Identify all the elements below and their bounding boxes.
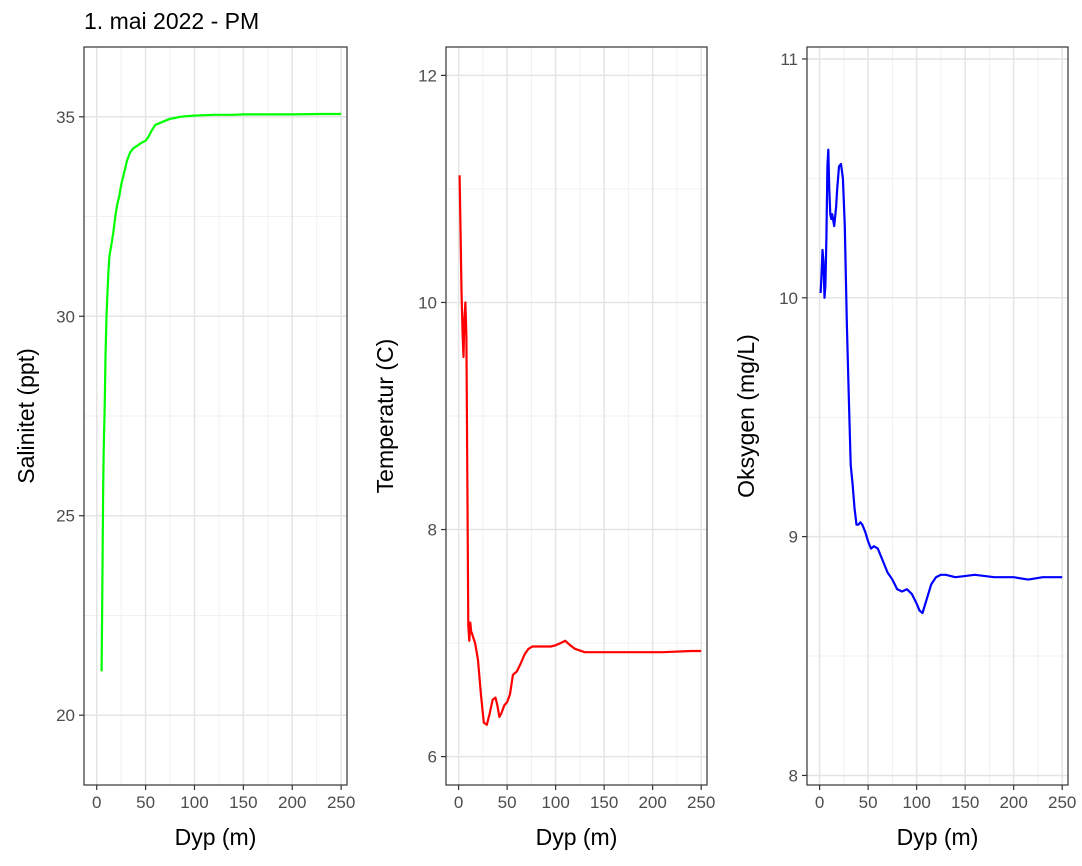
x-tick-label: 250	[687, 793, 715, 812]
y-axis-title: Oksygen (mg/L)	[733, 334, 759, 498]
series-line	[819, 148, 1063, 615]
y-tick-label: 30	[56, 307, 75, 326]
x-tick-label: 200	[999, 793, 1027, 812]
x-tick-label: 0	[454, 793, 463, 812]
x-tick-label: 50	[498, 793, 517, 812]
y-tick-label: 12	[418, 66, 437, 85]
x-tick-label: 150	[951, 793, 979, 812]
series-line	[458, 175, 702, 726]
x-tick-label: 150	[590, 793, 618, 812]
x-tick-label: 250	[1048, 793, 1076, 812]
x-tick-label: 200	[638, 793, 666, 812]
panel-3: 0 50 100 150 200 250 8 9 10 11 Dyp (m) Oksygen (mg/…	[733, 46, 1076, 850]
y-tick-label: 8	[789, 766, 798, 785]
x-tick-label: 250	[327, 793, 355, 812]
y-tick-label: 20	[56, 706, 75, 725]
x-tick-label: 0	[815, 793, 824, 812]
y-tick-label: 25	[56, 507, 75, 526]
y-tick-label: 11	[780, 50, 798, 69]
x-tick-label: 150	[229, 793, 257, 812]
panel-border	[83, 46, 348, 786]
x-tick-label: 0	[92, 793, 101, 812]
panel-border	[445, 46, 708, 786]
x-tick-label: 200	[278, 793, 306, 812]
x-axis-title: Dyp (m)	[175, 824, 257, 850]
x-tick-label: 100	[902, 793, 930, 812]
series-line	[100, 112, 342, 672]
y-axis-title: Salinitet (ppt)	[13, 348, 39, 484]
y-tick-label: 10	[418, 293, 437, 312]
chart-title: 1. mai 2022 - PM	[84, 8, 260, 34]
panel-border	[806, 46, 1069, 786]
x-tick-label: 100	[541, 793, 569, 812]
x-axis-title: Dyp (m)	[536, 824, 618, 850]
panel-2: 0 50 100 150 200 250 6 8 10 12 Dyp (m) Temperatur (…	[372, 46, 715, 850]
y-tick-label: 8	[428, 521, 437, 540]
x-tick-label: 50	[859, 793, 878, 812]
plot-background	[807, 47, 1068, 785]
x-axis-title: Dyp (m)	[897, 824, 979, 850]
y-tick-label: 6	[428, 748, 437, 767]
x-tick-label: 50	[136, 793, 155, 812]
y-tick-label: 9	[789, 528, 798, 547]
y-tick-label: 35	[56, 108, 75, 127]
y-tick-label: 10	[779, 289, 798, 308]
y-axis-title: Temperatur (C)	[372, 339, 398, 494]
x-tick-label: 100	[180, 793, 208, 812]
panel-1: 0 50 100 150 200 250 20 25 30 35 Dyp (m) Salinitet …	[13, 46, 355, 850]
